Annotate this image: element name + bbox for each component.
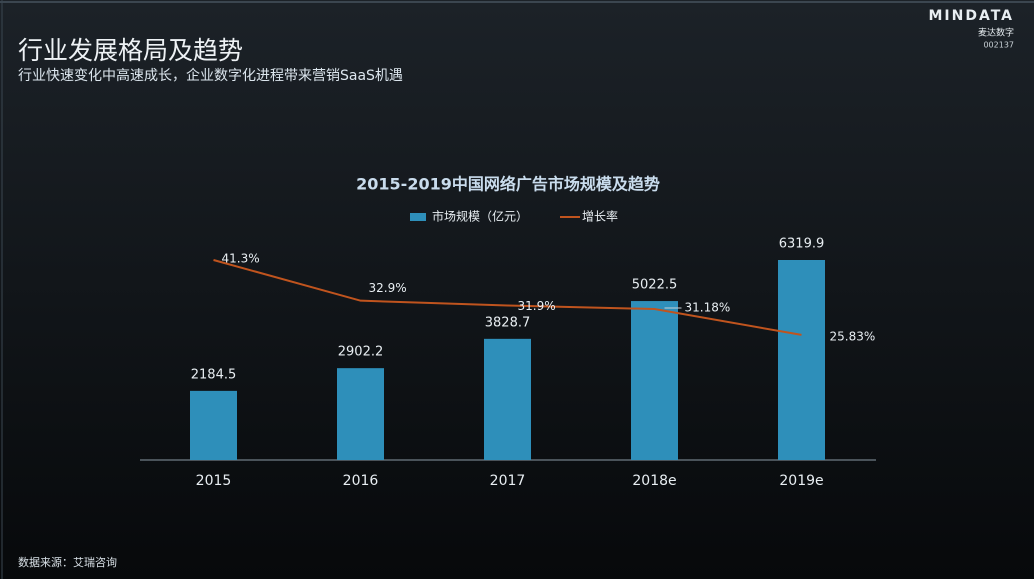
title: 行业发展格局及趋势 xyxy=(18,36,243,65)
bar-label: 2902.2 xyxy=(338,345,384,360)
line-label: 41.3% xyxy=(222,252,260,266)
x-tick-label: 2019e xyxy=(779,473,823,489)
legend-label: 增长率 xyxy=(582,209,618,224)
line-label: 25.83% xyxy=(830,329,876,343)
stock-code: 002137 xyxy=(983,41,1014,50)
bar-label: 5022.5 xyxy=(632,278,678,293)
bar xyxy=(631,301,678,460)
x-tick-label: 2018e xyxy=(632,473,676,489)
line-label: 32.9% xyxy=(369,281,407,295)
source: 数据来源：艾瑞咨询 xyxy=(18,555,117,569)
logo-cn: 麦达数字 xyxy=(978,27,1014,39)
bar xyxy=(337,368,384,460)
bar xyxy=(190,390,237,460)
x-tick-label: 2017 xyxy=(490,473,526,489)
legend-swatch xyxy=(410,213,426,221)
line-label: 31.18% xyxy=(685,301,731,315)
bar-label: 3828.7 xyxy=(485,315,531,330)
line-label: 31.9% xyxy=(518,299,556,313)
bar xyxy=(484,338,531,460)
x-tick-label: 2016 xyxy=(343,473,379,489)
bar-label: 2184.5 xyxy=(191,367,237,382)
logo: MINDATA xyxy=(928,8,1014,24)
subtitle: 行业快速变化中高速成长，企业数字化进程带来营销SaaS机遇 xyxy=(18,67,403,84)
bar xyxy=(778,260,825,460)
line xyxy=(213,259,802,336)
chart-title: 2015-2019中国网络广告市场规模及趋势 xyxy=(356,175,660,194)
bar-label: 6319.9 xyxy=(779,237,825,252)
x-tick-label: 2015 xyxy=(196,473,232,489)
legend-label: 市场规模（亿元） xyxy=(432,209,528,224)
